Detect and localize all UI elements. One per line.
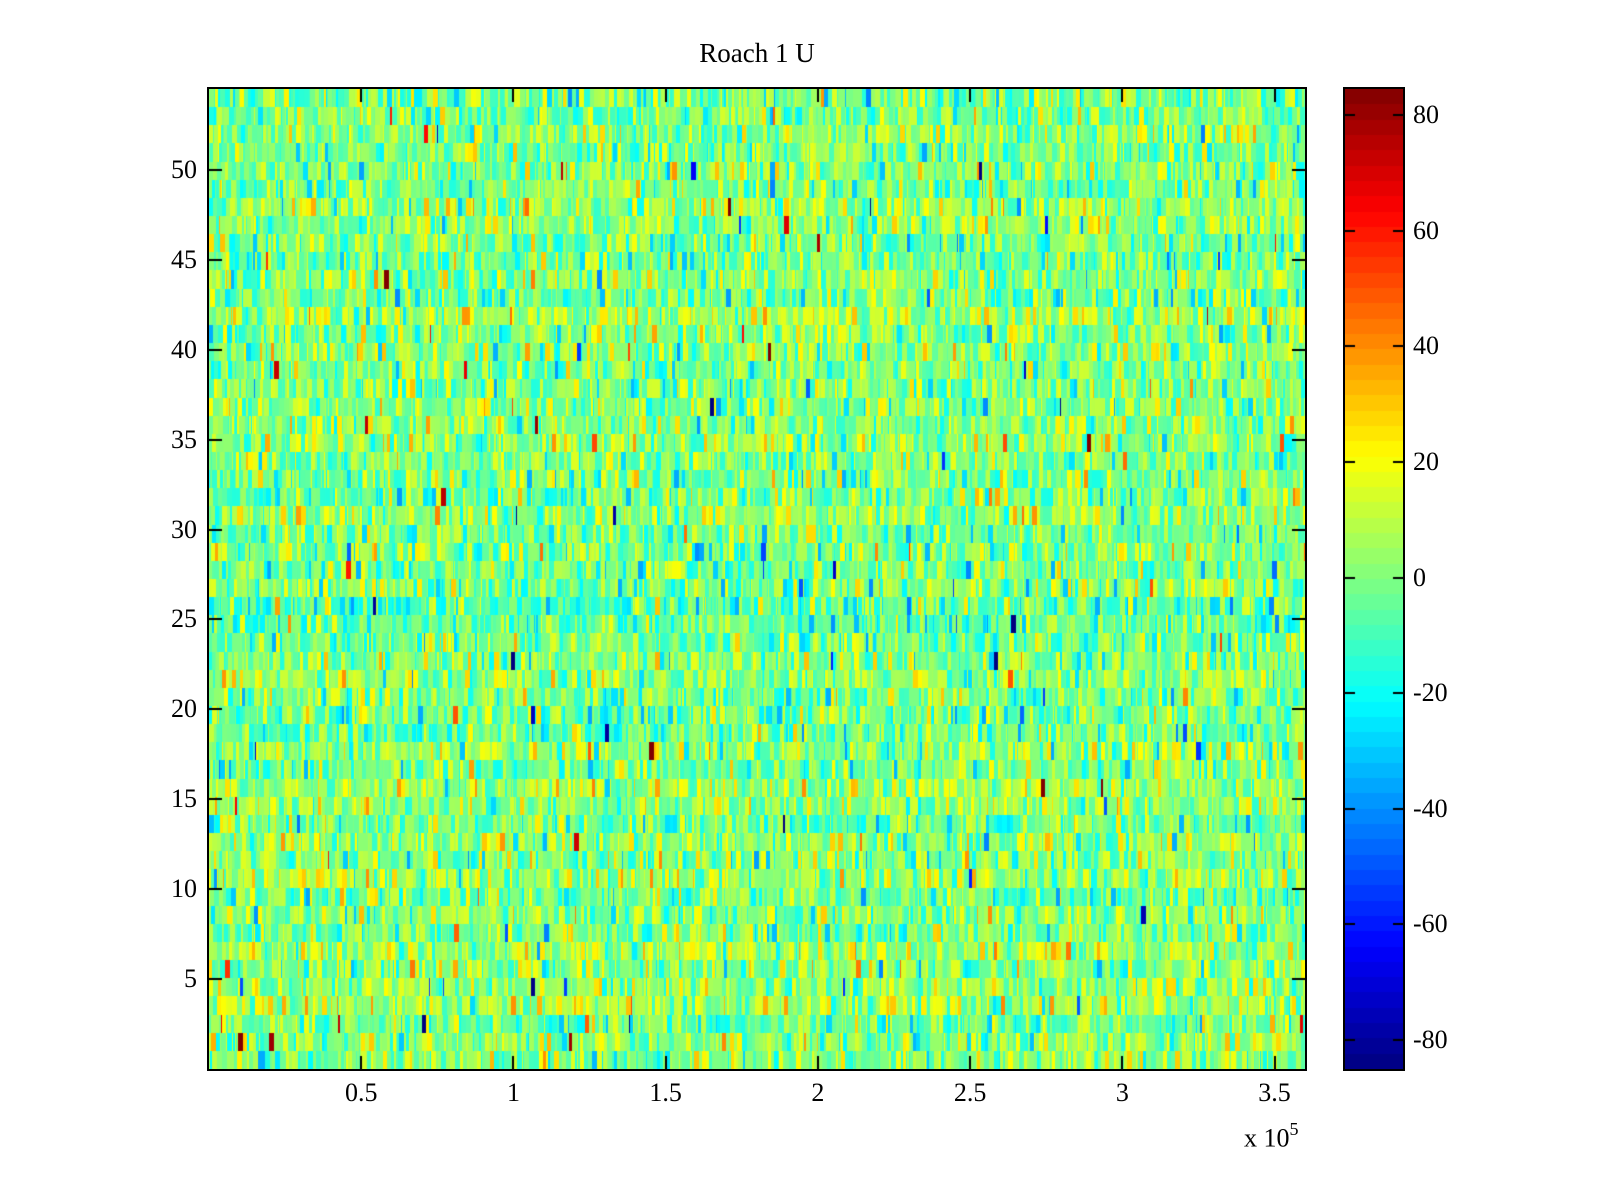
- y-axis-tick-label: 15: [171, 784, 197, 814]
- colorbar-tick-label: -20: [1413, 678, 1448, 708]
- colorbar-tick-label: 40: [1413, 331, 1439, 361]
- y-axis-tick-label: 35: [171, 424, 197, 454]
- x-exponent-base: x 10: [1244, 1123, 1290, 1153]
- y-axis-tick-label: 25: [171, 604, 197, 634]
- chart-title: Roach 1 U: [699, 38, 815, 68]
- y-axis-tick-label: 45: [171, 244, 197, 274]
- y-axis-tick-label: 20: [171, 694, 197, 724]
- colorbar-tick-label: -40: [1413, 793, 1448, 823]
- y-axis-tick-label: 10: [171, 874, 197, 904]
- heatmap-canvas: [209, 89, 1305, 1069]
- colorbar-tick-label: 60: [1413, 215, 1439, 245]
- colorbar-tick-label: -80: [1413, 1025, 1448, 1055]
- colorbar-tick-label: -60: [1413, 909, 1448, 939]
- x-axis-tick-label: 2.5: [953, 1078, 987, 1107]
- x-axis-tick-label: 2: [811, 1078, 825, 1107]
- colorbar-canvas: [1345, 89, 1403, 1069]
- x-axis-tick-label: 3.5: [1258, 1078, 1291, 1107]
- x-axis-tick-label: 1: [506, 1078, 520, 1107]
- colorbar-tick-label: 80: [1413, 100, 1439, 130]
- colorbar-tick-label: 0: [1413, 562, 1426, 592]
- x-axis-tick-label: 0.5: [344, 1078, 378, 1107]
- x-axis-tick-label: 3: [1115, 1078, 1129, 1107]
- y-axis-tick-label: 50: [171, 154, 197, 184]
- y-axis-tick-label: 5: [184, 964, 197, 994]
- x-axis-exponent: x 105: [1244, 1119, 1299, 1153]
- y-axis-tick-label: 40: [171, 334, 197, 364]
- colorbar: [1343, 87, 1405, 1071]
- y-axis-tick-label: 30: [171, 514, 197, 544]
- plot-area: [207, 87, 1307, 1071]
- colorbar-tick-label: 20: [1413, 446, 1439, 476]
- x-axis-tick-label: 1.5: [649, 1078, 682, 1107]
- x-exponent-power: 5: [1289, 1119, 1299, 1139]
